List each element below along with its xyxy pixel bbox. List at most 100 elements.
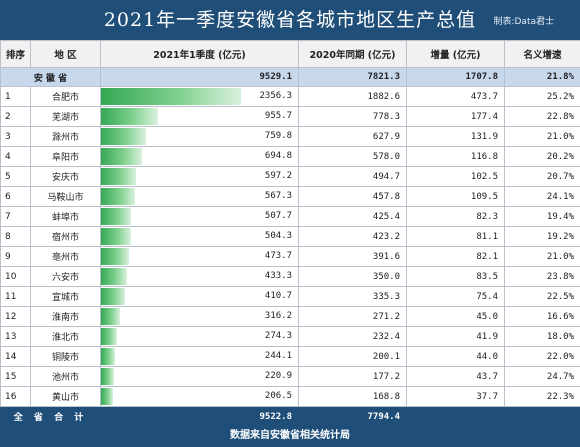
row-growth: 16.6% xyxy=(504,306,580,328)
row-rank: 16 xyxy=(0,386,31,408)
row-rank: 10 xyxy=(0,266,31,288)
gdp-bar xyxy=(101,308,120,326)
page-title: 2021年一季度安徽省各城市地区生产总值 xyxy=(103,9,477,31)
row-city: 合肥市 xyxy=(30,86,101,108)
header-rank: 排序 xyxy=(0,40,31,68)
row-city: 铜陵市 xyxy=(30,346,101,368)
table-row: 8 宿州市 504.3 423.2 81.1 19.2% xyxy=(0,226,580,248)
row-q1-2021-cell: 220.9 xyxy=(100,366,299,388)
source-footer: 数据来自安徽省相关统计局 xyxy=(0,424,580,447)
row-q1-2021: 597.2 xyxy=(264,171,292,182)
row-city: 阜阳市 xyxy=(30,146,101,168)
row-q1-2021-cell: 274.3 xyxy=(100,326,299,348)
row-q1-2020: 391.6 xyxy=(298,246,407,268)
row-increase: 177.4 xyxy=(406,106,505,128)
table-row: 2 芜湖市 955.7 778.3 177.4 22.8% xyxy=(0,106,580,128)
row-q1-2020: 232.4 xyxy=(298,326,407,348)
row-growth: 22.5% xyxy=(504,286,580,308)
province-row: 安 徽 省 9529.1 7821.3 1707.8 21.8% xyxy=(0,66,580,88)
row-rank: 11 xyxy=(0,286,31,308)
row-increase: 83.5 xyxy=(406,266,505,288)
row-city: 滁州市 xyxy=(30,126,101,148)
row-growth: 21.0% xyxy=(504,246,580,268)
table-row: 11 宣城市 410.7 335.3 75.4 22.5% xyxy=(0,286,580,308)
gdp-bar xyxy=(101,348,116,366)
row-q1-2020: 457.8 xyxy=(298,186,407,208)
row-rank: 9 xyxy=(0,246,31,268)
row-q1-2021: 410.7 xyxy=(264,291,292,302)
row-q1-2021-cell: 316.2 xyxy=(100,306,299,328)
gdp-bar xyxy=(101,388,114,406)
row-rank: 2 xyxy=(0,106,31,128)
gdp-bar xyxy=(101,88,241,106)
row-q1-2021-cell: 507.7 xyxy=(100,206,299,228)
row-q1-2021-cell: 955.7 xyxy=(100,106,299,128)
row-city: 池州市 xyxy=(30,366,101,388)
gdp-bar xyxy=(101,228,131,246)
row-city: 宿州市 xyxy=(30,226,101,248)
table-row: 5 安庆市 597.2 494.7 102.5 20.7% xyxy=(0,166,580,188)
row-q1-2021-cell: 433.3 xyxy=(100,266,299,288)
row-rank: 14 xyxy=(0,346,31,368)
table-header-row: 排序 地 区 2021年1季度 (亿元) 2020年同期 (亿元) 增量 (亿元… xyxy=(0,40,580,68)
row-rank: 4 xyxy=(0,146,31,168)
header-growth: 名义增速 xyxy=(504,40,580,68)
row-growth: 22.8% xyxy=(504,106,580,128)
row-growth: 19.2% xyxy=(504,226,580,248)
row-city: 马鞍山市 xyxy=(30,186,101,208)
table-row: 6 马鞍山市 567.3 457.8 109.5 24.1% xyxy=(0,186,580,208)
row-q1-2021-cell: 694.8 xyxy=(100,146,299,168)
row-city: 六安市 xyxy=(30,266,101,288)
table-row: 16 黄山市 206.5 168.8 37.7 22.3% xyxy=(0,386,580,408)
gdp-bar xyxy=(101,108,158,126)
table-row: 7 蚌埠市 507.7 425.4 82.3 19.4% xyxy=(0,206,580,228)
row-city: 淮北市 xyxy=(30,326,101,348)
row-q1-2021: 694.8 xyxy=(264,151,292,162)
row-q1-2021: 504.3 xyxy=(264,231,292,242)
row-rank: 1 xyxy=(0,86,31,108)
row-q1-2021: 206.5 xyxy=(264,391,292,402)
gdp-bar xyxy=(101,148,143,166)
row-q1-2021-cell: 597.2 xyxy=(100,166,299,188)
credit-label: 制表:Data君士 xyxy=(493,17,554,27)
row-increase: 102.5 xyxy=(406,166,505,188)
row-increase: 81.1 xyxy=(406,226,505,248)
row-growth: 19.4% xyxy=(504,206,580,228)
row-increase: 37.7 xyxy=(406,386,505,408)
row-q1-2020: 778.3 xyxy=(298,106,407,128)
row-increase: 82.3 xyxy=(406,206,505,228)
gdp-bar xyxy=(101,128,147,146)
row-q1-2021: 274.3 xyxy=(264,331,292,342)
row-q1-2021-cell: 2356.3 xyxy=(100,86,299,108)
row-growth: 24.1% xyxy=(504,186,580,208)
row-q1-2021: 316.2 xyxy=(264,311,292,322)
row-increase: 44.0 xyxy=(406,346,505,368)
row-city: 芜湖市 xyxy=(30,106,101,128)
row-city: 蚌埠市 xyxy=(30,206,101,228)
gdp-bar xyxy=(101,248,130,266)
row-q1-2020: 627.9 xyxy=(298,126,407,148)
row-q1-2021: 759.8 xyxy=(264,131,292,142)
gdp-bar xyxy=(101,268,127,286)
row-q1-2021: 220.9 xyxy=(264,371,292,382)
row-q1-2021-cell: 473.7 xyxy=(100,246,299,268)
row-q1-2021-cell: 410.7 xyxy=(100,286,299,308)
row-q1-2021: 433.3 xyxy=(264,271,292,282)
row-q1-2021: 955.7 xyxy=(264,111,292,122)
row-q1-2021-cell: 759.8 xyxy=(100,126,299,148)
gdp-bar xyxy=(101,168,137,186)
table-row: 10 六安市 433.3 350.0 83.5 23.8% xyxy=(0,266,580,288)
row-rank: 12 xyxy=(0,306,31,328)
total-increase-empty xyxy=(406,406,505,428)
row-city: 宣城市 xyxy=(30,286,101,308)
header-q1-2021: 2021年1季度 (亿元) xyxy=(100,40,299,68)
row-growth: 25.2% xyxy=(504,86,580,108)
row-growth: 20.2% xyxy=(504,146,580,168)
table-row: 15 池州市 220.9 177.2 43.7 24.7% xyxy=(0,366,580,388)
row-increase: 82.1 xyxy=(406,246,505,268)
row-increase: 75.4 xyxy=(406,286,505,308)
gdp-table: 排序 地 区 2021年1季度 (亿元) 2020年同期 (亿元) 增量 (亿元… xyxy=(0,40,580,428)
row-rank: 3 xyxy=(0,126,31,148)
row-growth: 24.7% xyxy=(504,366,580,388)
